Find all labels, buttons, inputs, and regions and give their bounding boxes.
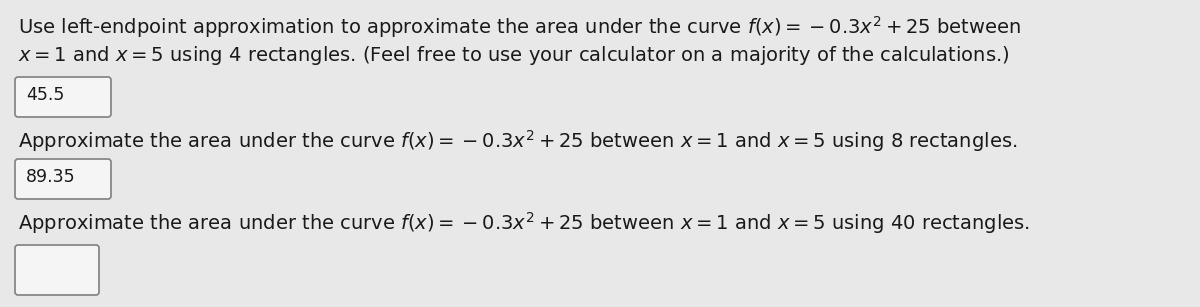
Text: Approximate the area under the curve $f(x) = -0.3x^2 + 25$ between $x = 1$ and $: Approximate the area under the curve $f(… [18, 128, 1018, 154]
Text: Use left-endpoint approximation to approximate the area under the curve $f(x) = : Use left-endpoint approximation to appro… [18, 14, 1021, 40]
Text: Approximate the area under the curve $f(x) = -0.3x^2 + 25$ between $x = 1$ and $: Approximate the area under the curve $f(… [18, 210, 1030, 236]
FancyBboxPatch shape [14, 159, 112, 199]
Text: $x = 1$ and $x = 5$ using 4 rectangles. (Feel free to use your calculator on a m: $x = 1$ and $x = 5$ using 4 rectangles. … [18, 44, 1009, 67]
Text: 89.35: 89.35 [26, 168, 76, 186]
FancyBboxPatch shape [14, 77, 112, 117]
Text: 45.5: 45.5 [26, 86, 65, 104]
FancyBboxPatch shape [14, 245, 98, 295]
